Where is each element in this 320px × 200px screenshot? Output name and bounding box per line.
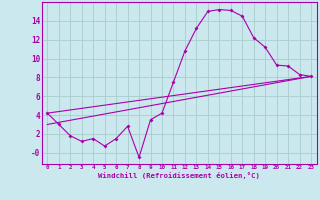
X-axis label: Windchill (Refroidissement éolien,°C): Windchill (Refroidissement éolien,°C) xyxy=(98,172,260,179)
